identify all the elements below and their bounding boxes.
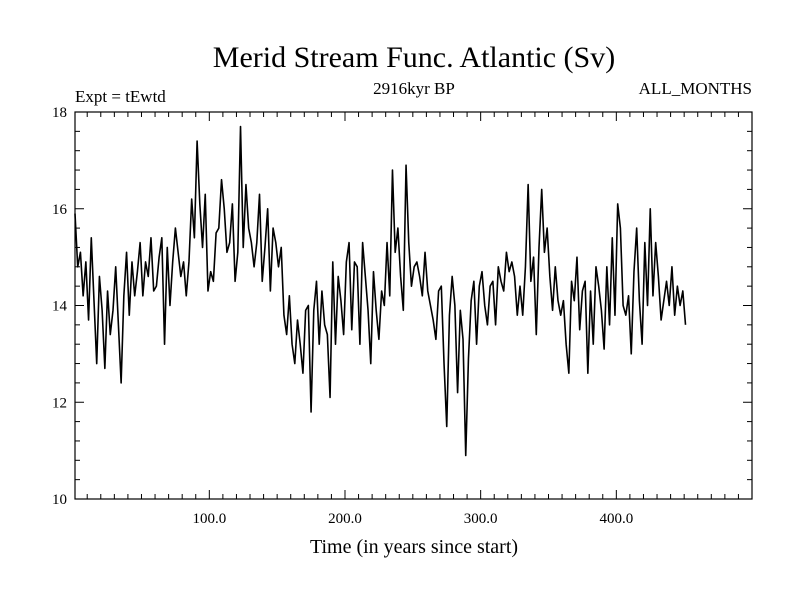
y-tick-label: 18 bbox=[52, 105, 67, 121]
plot-frame bbox=[74, 111, 753, 500]
x-tick-label: 100.0 bbox=[192, 511, 226, 527]
x-tick-label: 200.0 bbox=[328, 511, 362, 527]
x-tick-label: 400.0 bbox=[599, 511, 633, 527]
y-tick-label: 14 bbox=[52, 299, 68, 315]
experiment-label: Expt = tEwtd bbox=[75, 87, 166, 106]
x-axis-label: Time (in years since start) bbox=[310, 536, 518, 558]
y-tick-label: 12 bbox=[52, 395, 67, 411]
axis-tick-labels: 100.0 200.0 300.0 400.0 10 12 14 16 18 bbox=[52, 105, 633, 527]
data-series-line bbox=[74, 125, 687, 457]
period-label: 2916kyr BP bbox=[373, 79, 455, 98]
x-tick-label: 300.0 bbox=[464, 511, 498, 527]
chart-title: Merid Stream Func. Atlantic (Sv) bbox=[213, 41, 615, 74]
months-label: ALL_MONTHS bbox=[639, 79, 752, 98]
y-tick-label: 10 bbox=[52, 492, 67, 508]
y-tick-label: 16 bbox=[52, 202, 68, 218]
axis-ticks bbox=[75, 112, 752, 499]
